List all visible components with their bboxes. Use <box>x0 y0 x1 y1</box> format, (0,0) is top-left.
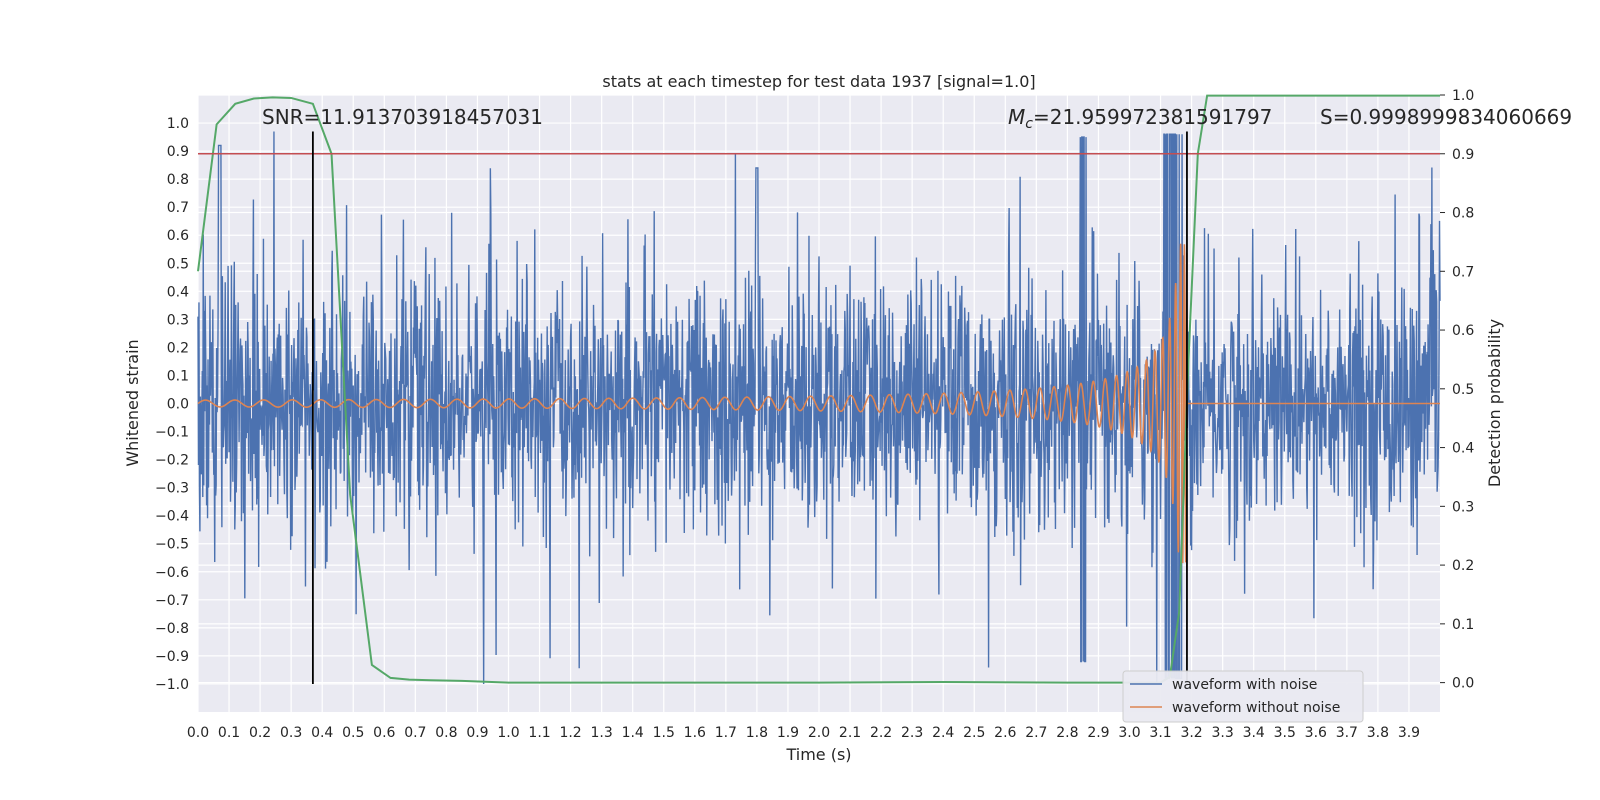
x-tick-label: 3.3 <box>1212 725 1234 741</box>
y-tick-label: 0.0 <box>167 397 189 413</box>
x-tick-label: 1.2 <box>559 725 581 741</box>
chart-title: stats at each timestep for test data 193… <box>602 72 1035 91</box>
x-tick-label: 1.6 <box>684 725 706 741</box>
chirp-mass-subscript: c <box>1025 116 1033 132</box>
y-tick-label: 0.1 <box>167 368 189 384</box>
x-tick-label: 1.9 <box>777 725 799 741</box>
y2-axis-label: Detection probability <box>1485 319 1504 487</box>
x-tick-label: 2.7 <box>1025 725 1047 741</box>
x-tick-label: 3.0 <box>1118 725 1140 741</box>
x-tick-label: 2.1 <box>839 725 861 741</box>
y-tick-label: −1.0 <box>155 677 189 693</box>
y-tick-label: 0.2 <box>167 340 189 356</box>
x-tick-label: 1.3 <box>591 725 613 741</box>
x-tick-label: 3.4 <box>1243 725 1265 741</box>
x-tick-label: 3.1 <box>1149 725 1171 741</box>
chirp-mass-symbol: M <box>1008 105 1025 129</box>
x-tick-label: 1.1 <box>528 725 550 741</box>
y-tick-label: −0.8 <box>155 621 189 637</box>
x-tick-label: 0.9 <box>466 725 488 741</box>
legend-label-noise: waveform with noise <box>1172 677 1317 693</box>
x-tick-label: 2.4 <box>932 725 954 741</box>
y-tick-label: −0.5 <box>155 537 189 553</box>
x-tick-label: 2.2 <box>870 725 892 741</box>
y2-tick-label: 0.7 <box>1452 264 1474 280</box>
x-tick-label: 3.2 <box>1180 725 1202 741</box>
y-axis-label: Whitened strain <box>123 339 142 466</box>
x-tick-label: 1.8 <box>746 725 768 741</box>
x-tick-label: 3.5 <box>1274 725 1296 741</box>
x-tick-label: 2.6 <box>994 725 1016 741</box>
x-tick-label: 3.7 <box>1336 725 1358 741</box>
noise-line <box>197 131 1441 684</box>
x-tick-label: 1.0 <box>497 725 519 741</box>
x-tick-label: 2.0 <box>808 725 830 741</box>
y2-tick-label: 0.6 <box>1452 323 1474 339</box>
x-tick-label: 0.3 <box>280 725 302 741</box>
y-tick-label: −0.3 <box>155 481 189 497</box>
y-tick-label: 0.5 <box>167 256 189 272</box>
snr-annotation: SNR=11.913703918457031 <box>262 105 543 129</box>
y-tick-label: 0.9 <box>167 144 189 160</box>
x-tick-label: 0.7 <box>404 725 426 741</box>
y2-tick-label: 0.4 <box>1452 441 1474 457</box>
y-tick-label: 0.4 <box>167 284 189 300</box>
y2-tick-label: 0.8 <box>1452 206 1474 222</box>
x-tick-label: 0.5 <box>342 725 364 741</box>
legend: waveform with noise waveform without noi… <box>1122 670 1364 723</box>
reference-lines <box>198 131 1440 684</box>
x-tick-labels: 0.0 0.1 0.2 0.3 0.4 0.5 0.6 0.7 0.8 0.9 1.0 1.1 1.2 1… <box>187 725 1420 741</box>
x-tick-label: 2.9 <box>1087 725 1109 741</box>
y2-tick-label: 1.0 <box>1452 88 1474 104</box>
x-tick-label: 1.5 <box>653 725 675 741</box>
y2-tick-label: 0.2 <box>1452 558 1474 574</box>
x-tick-label: 3.6 <box>1305 725 1327 741</box>
y-tick-labels: 1.0 0.9 0.8 0.7 0.6 0.5 0.4 0.3 0.2 0.1 0.0 −0.1 −0.… <box>155 116 189 693</box>
x-tick-label: 2.3 <box>901 725 923 741</box>
y-tick-label: −0.4 <box>155 509 189 525</box>
x-tick-label: 0.8 <box>435 725 457 741</box>
legend-label-clean: waveform without noise <box>1172 700 1340 716</box>
x-tick-label: 2.8 <box>1056 725 1078 741</box>
chirp-mass-value: =21.959972381591797 <box>1033 105 1272 129</box>
y-tick-label: 1.0 <box>167 116 189 132</box>
y2-tick-label: 0.3 <box>1452 499 1474 515</box>
x-tick-label: 0.6 <box>373 725 395 741</box>
x-tick-label: 3.8 <box>1367 725 1389 741</box>
y-tick-label: 0.8 <box>167 172 189 188</box>
x-tick-label: 1.7 <box>715 725 737 741</box>
clean-line <box>197 243 1440 564</box>
y2-tick-label: 0.5 <box>1452 382 1474 398</box>
x-tick-label: 0.1 <box>218 725 240 741</box>
y-tick-label: −0.6 <box>155 565 189 581</box>
series-waveform-with-noise <box>197 131 1441 684</box>
y-tick-label: 0.6 <box>167 228 189 244</box>
y2-tick-labels: 1.0 0.9 0.8 0.7 0.6 0.5 0.4 0.3 0.2 0.1 0.0 <box>1440 88 1474 692</box>
series-waveform-without-noise <box>197 243 1440 564</box>
y-tick-label: −0.2 <box>155 453 189 469</box>
x-tick-label: 0.4 <box>311 725 333 741</box>
x-tick-label: 0.0 <box>187 725 209 741</box>
y2-tick-label: 0.9 <box>1452 147 1474 163</box>
x-tick-label: 1.4 <box>622 725 644 741</box>
legend-box <box>1122 670 1364 723</box>
x-tick-label: 3.9 <box>1398 725 1420 741</box>
y-tick-label: 0.3 <box>167 312 189 328</box>
y-tick-label: 0.7 <box>167 200 189 216</box>
y-tick-label: −0.9 <box>155 649 189 665</box>
x-axis-label: Time (s) <box>785 745 851 764</box>
y-tick-label: −0.7 <box>155 593 189 609</box>
y-tick-label: −0.1 <box>155 425 189 441</box>
s-annotation: S=0.9998999834060669 <box>1320 105 1572 129</box>
y2-tick-label: 0.1 <box>1452 617 1474 633</box>
x-tick-label: 2.5 <box>963 725 985 741</box>
y2-tick-label: 0.0 <box>1452 676 1474 692</box>
x-tick-label: 0.2 <box>249 725 271 741</box>
chirp-mass-annotation: Mc=21.959972381591797 <box>1008 105 1272 132</box>
